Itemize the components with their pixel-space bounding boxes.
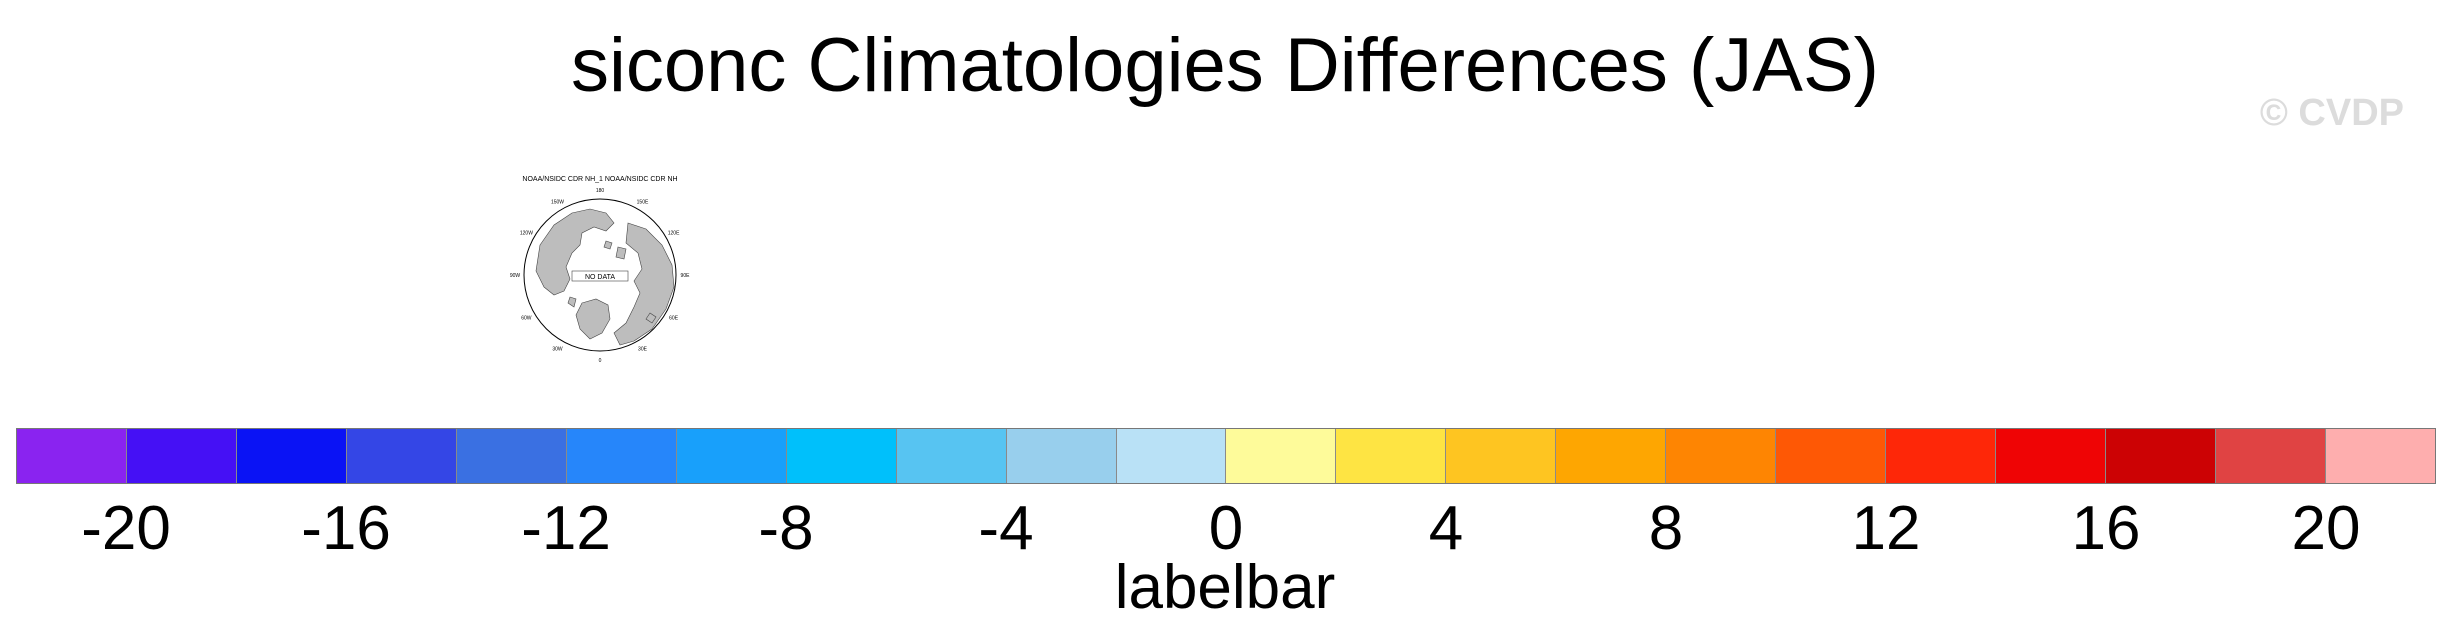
land-eurasia [535, 208, 615, 296]
colorbar-tick-label: 12 [1851, 494, 1921, 563]
colorbar-swatch-11 [1226, 429, 1337, 483]
colorbar-tick-label: -12 [521, 494, 611, 563]
longitude-label: 30W [552, 347, 563, 353]
colorbar-tick-label: 20 [2291, 494, 2361, 563]
colorbar-swatch-5 [566, 429, 677, 483]
colorbar-swatch-7 [786, 429, 897, 483]
polar-map-panel: NOAA/NSIDC CDR NH_1 NOAA/NSIDC CDR NH 18… [510, 175, 690, 363]
colorbar-swatch-20 [2216, 429, 2327, 483]
colorbar-swatch-21 [2326, 429, 2435, 483]
colorbar-swatch-16 [1776, 429, 1887, 483]
colorbar-swatch-17 [1886, 429, 1997, 483]
colorbar-label: labelbar [1114, 553, 1336, 622]
colorbar-swatch-3 [346, 429, 457, 483]
longitude-label: 120E [668, 231, 680, 237]
colorbar-swatch-8 [896, 429, 1007, 483]
longitude-label: 150E [637, 199, 649, 205]
longitude-label: 0 [599, 358, 602, 363]
colorbar-swatch-19 [2106, 429, 2217, 483]
no-data-box [571, 270, 629, 282]
colorbar-swatch-9 [1006, 429, 1117, 483]
colorbar-tick-label: 16 [2071, 494, 2141, 563]
polar-map: 180 150E 120E 90E 60E 30E 0 30W 60W 90W 120W 150W N… [510, 188, 690, 363]
colorbar-tick-label: -20 [81, 494, 171, 563]
longitude-label: 60E [669, 316, 679, 322]
longitude-label: 90W [510, 273, 520, 279]
colorbar [16, 428, 2436, 484]
colorbar-tick-label: 8 [1648, 494, 1684, 563]
colorbar-tick-label: -4 [978, 494, 1034, 563]
colorbar-tick-label: 0 [1208, 494, 1244, 563]
longitude-label: 30E [638, 347, 648, 353]
longitude-label: 180 [596, 188, 605, 194]
colorbar-swatch-4 [456, 429, 567, 483]
colorbar-swatch-1 [126, 429, 237, 483]
land-greenland [575, 298, 611, 340]
longitude-label: 90E [681, 273, 690, 279]
watermark: © CVDP [2259, 92, 2404, 134]
no-data-label: NO DATA [585, 274, 615, 281]
colorbar-swatch-13 [1446, 429, 1557, 483]
colorbar-swatch-6 [676, 429, 787, 483]
colorbar-swatch-0 [17, 429, 127, 483]
longitude-label: 120W [520, 231, 533, 237]
colorbar-tick-label: 4 [1428, 494, 1464, 563]
colorbar-swatch-18 [1996, 429, 2107, 483]
colorbar-tick-label: -8 [758, 494, 814, 563]
map-panel-header: NOAA/NSIDC CDR NH_1 NOAA/NSIDC CDR NH [522, 176, 678, 183]
colorbar-swatch-15 [1666, 429, 1777, 483]
colorbar-swatch-2 [236, 429, 347, 483]
colorbar-swatch-10 [1116, 429, 1227, 483]
land-north-america [613, 222, 675, 346]
chart-title: siconc Climatologies Differences (JAS) [571, 23, 1879, 108]
colorbar-tick-label: -16 [301, 494, 391, 563]
colorbar-swatch-14 [1556, 429, 1667, 483]
longitude-label: 60W [521, 316, 532, 322]
land-islands [567, 240, 657, 324]
colorbar-swatch-12 [1336, 429, 1447, 483]
longitude-label: 150W [551, 199, 564, 205]
